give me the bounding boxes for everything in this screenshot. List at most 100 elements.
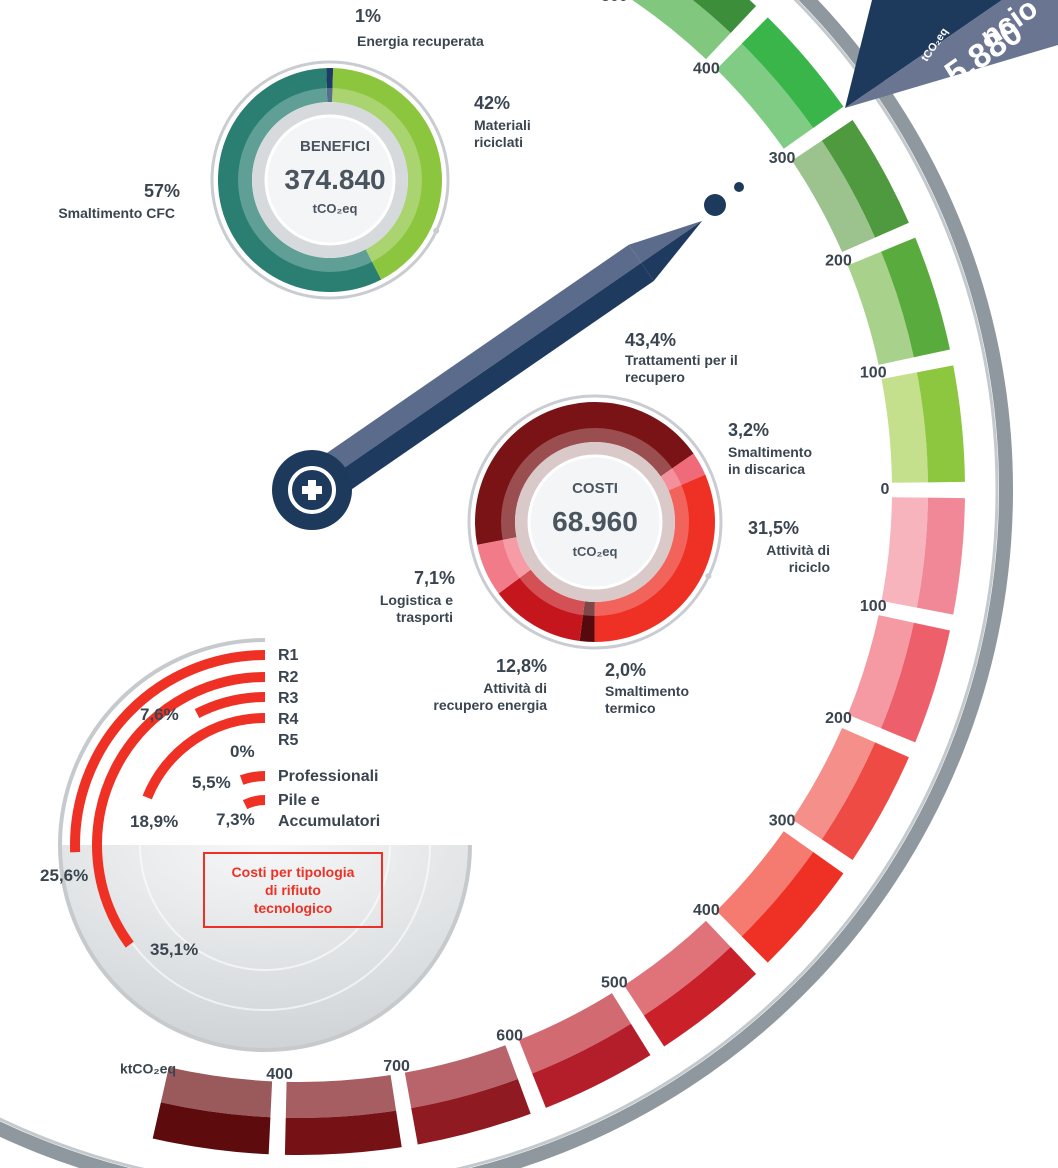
- scale-segment: [716, 831, 814, 937]
- tick-label: 700: [383, 1058, 410, 1075]
- value-label: 42%: [474, 93, 511, 113]
- value-label: 43,4%: [625, 330, 677, 350]
- category-label: Smaltimento CFC: [58, 205, 175, 221]
- tick-label: 300: [769, 150, 796, 167]
- dot: [734, 182, 744, 192]
- radial-bar: [142, 713, 266, 800]
- gauge-unit: ktCO₂eq: [120, 1061, 176, 1077]
- scale-segment: [791, 140, 876, 253]
- scale-segment: [791, 727, 876, 840]
- value-label: 2,0%: [605, 660, 647, 680]
- value-label: 25,6%: [40, 866, 89, 885]
- radial-bar: [194, 692, 266, 719]
- donut-title: BENEFICI: [299, 138, 370, 155]
- tick-label: 400: [693, 60, 720, 77]
- scale-segment: [821, 120, 909, 238]
- radial-title: Costi per tipologia di rifiuto tecnologi…: [231, 864, 355, 916]
- radial-bar: [239, 771, 266, 785]
- donut-total: 374.840: [284, 164, 386, 195]
- donut-segment: [326, 67, 334, 103]
- banner: [845, 0, 1058, 108]
- donut-segment: [579, 601, 595, 642]
- scale-segment: [821, 742, 909, 860]
- value-label: 12,8%: [495, 656, 547, 676]
- scale-segment: [152, 1102, 271, 1155]
- donut-segment: [594, 474, 715, 643]
- scale-segment: [285, 1075, 397, 1119]
- donut-outline: [467, 394, 723, 650]
- value-label: 0%: [230, 742, 255, 761]
- tick-label: 400: [266, 1066, 293, 1083]
- donut-center: [264, 114, 396, 246]
- category-label: R4: [278, 711, 299, 728]
- scale-segment: [692, 0, 757, 33]
- category-label: Materiali riciclati: [474, 117, 531, 150]
- value-label: 18,9%: [130, 812, 179, 831]
- tick-label: 0: [881, 481, 890, 498]
- donut-knob: [705, 573, 712, 580]
- scale-segment: [532, 1023, 651, 1108]
- scale-segment: [716, 43, 814, 149]
- gauge-ring: [0, 0, 1013, 1168]
- scale-segment: [916, 365, 965, 483]
- donut-segment: [474, 401, 694, 545]
- donut-unit: tCO₂eq: [572, 544, 618, 559]
- scale-segment: [284, 1110, 402, 1156]
- pencil-top: [299, 244, 642, 490]
- donut-segment: [332, 68, 442, 280]
- category-label: Energia recuperata: [357, 33, 484, 49]
- scale-segment: [847, 615, 914, 729]
- value-label: 35,1%: [150, 940, 199, 959]
- category-label: R5: [278, 732, 299, 749]
- scale-segment: [411, 1078, 531, 1145]
- pencil: [299, 220, 703, 509]
- radial-background: [60, 845, 470, 1050]
- scale-segment: [624, 920, 731, 1016]
- value-label: 7,1%: [413, 568, 455, 588]
- value-label: 57%: [143, 181, 180, 201]
- donut-segment: [217, 68, 382, 293]
- value-label: 31,5%: [748, 518, 800, 538]
- scale-segment: [881, 622, 950, 743]
- pencil-bottom: [312, 262, 654, 509]
- category-label: R3: [278, 690, 299, 707]
- scale-segment: [916, 497, 965, 615]
- donut-unit: tCO₂eq: [312, 201, 358, 216]
- category-label: Smaltimento termico: [605, 683, 690, 716]
- category-label: Attività di riciclo: [766, 542, 830, 575]
- donut-title: COSTI: [572, 480, 618, 497]
- tick-label: 400: [693, 902, 720, 919]
- tick-label: 200: [825, 253, 852, 270]
- tick-label: 500: [601, 0, 628, 5]
- scale-segment: [160, 1067, 273, 1118]
- donut-total: 68.960: [552, 506, 638, 537]
- donut-inner-band: [501, 428, 689, 616]
- category-label: Logistica e trasporti: [379, 592, 453, 625]
- tick-label: 600: [496, 1027, 523, 1044]
- donut-inner-band: [238, 88, 422, 272]
- plus-button[interactable]: [272, 450, 352, 530]
- tick-label: 300: [769, 813, 796, 830]
- donut-center: [527, 454, 663, 590]
- value-label: 1%: [355, 6, 382, 26]
- scale-segment: [881, 237, 950, 358]
- donut-segment: [498, 569, 585, 642]
- radial-outline: [58, 638, 472, 1052]
- category-label: Attività di recupero energia: [433, 680, 547, 713]
- radial-ring: [139, 844, 391, 971]
- radial-bar: [70, 650, 266, 853]
- value-label: 7,3%: [216, 810, 255, 829]
- scale-segment: [741, 852, 844, 963]
- category-label: R2: [278, 669, 299, 686]
- scale-segment: [881, 372, 928, 483]
- pencil-tip: [641, 220, 703, 281]
- donut-segment: [660, 453, 706, 491]
- category-label: Smaltimento in discarica: [728, 444, 813, 477]
- category-label: Professionali: [278, 768, 379, 785]
- scale-segment: [404, 1045, 518, 1109]
- radial-bar: [92, 672, 266, 948]
- pencil-tip: [628, 220, 703, 263]
- category-label: R1: [278, 647, 299, 664]
